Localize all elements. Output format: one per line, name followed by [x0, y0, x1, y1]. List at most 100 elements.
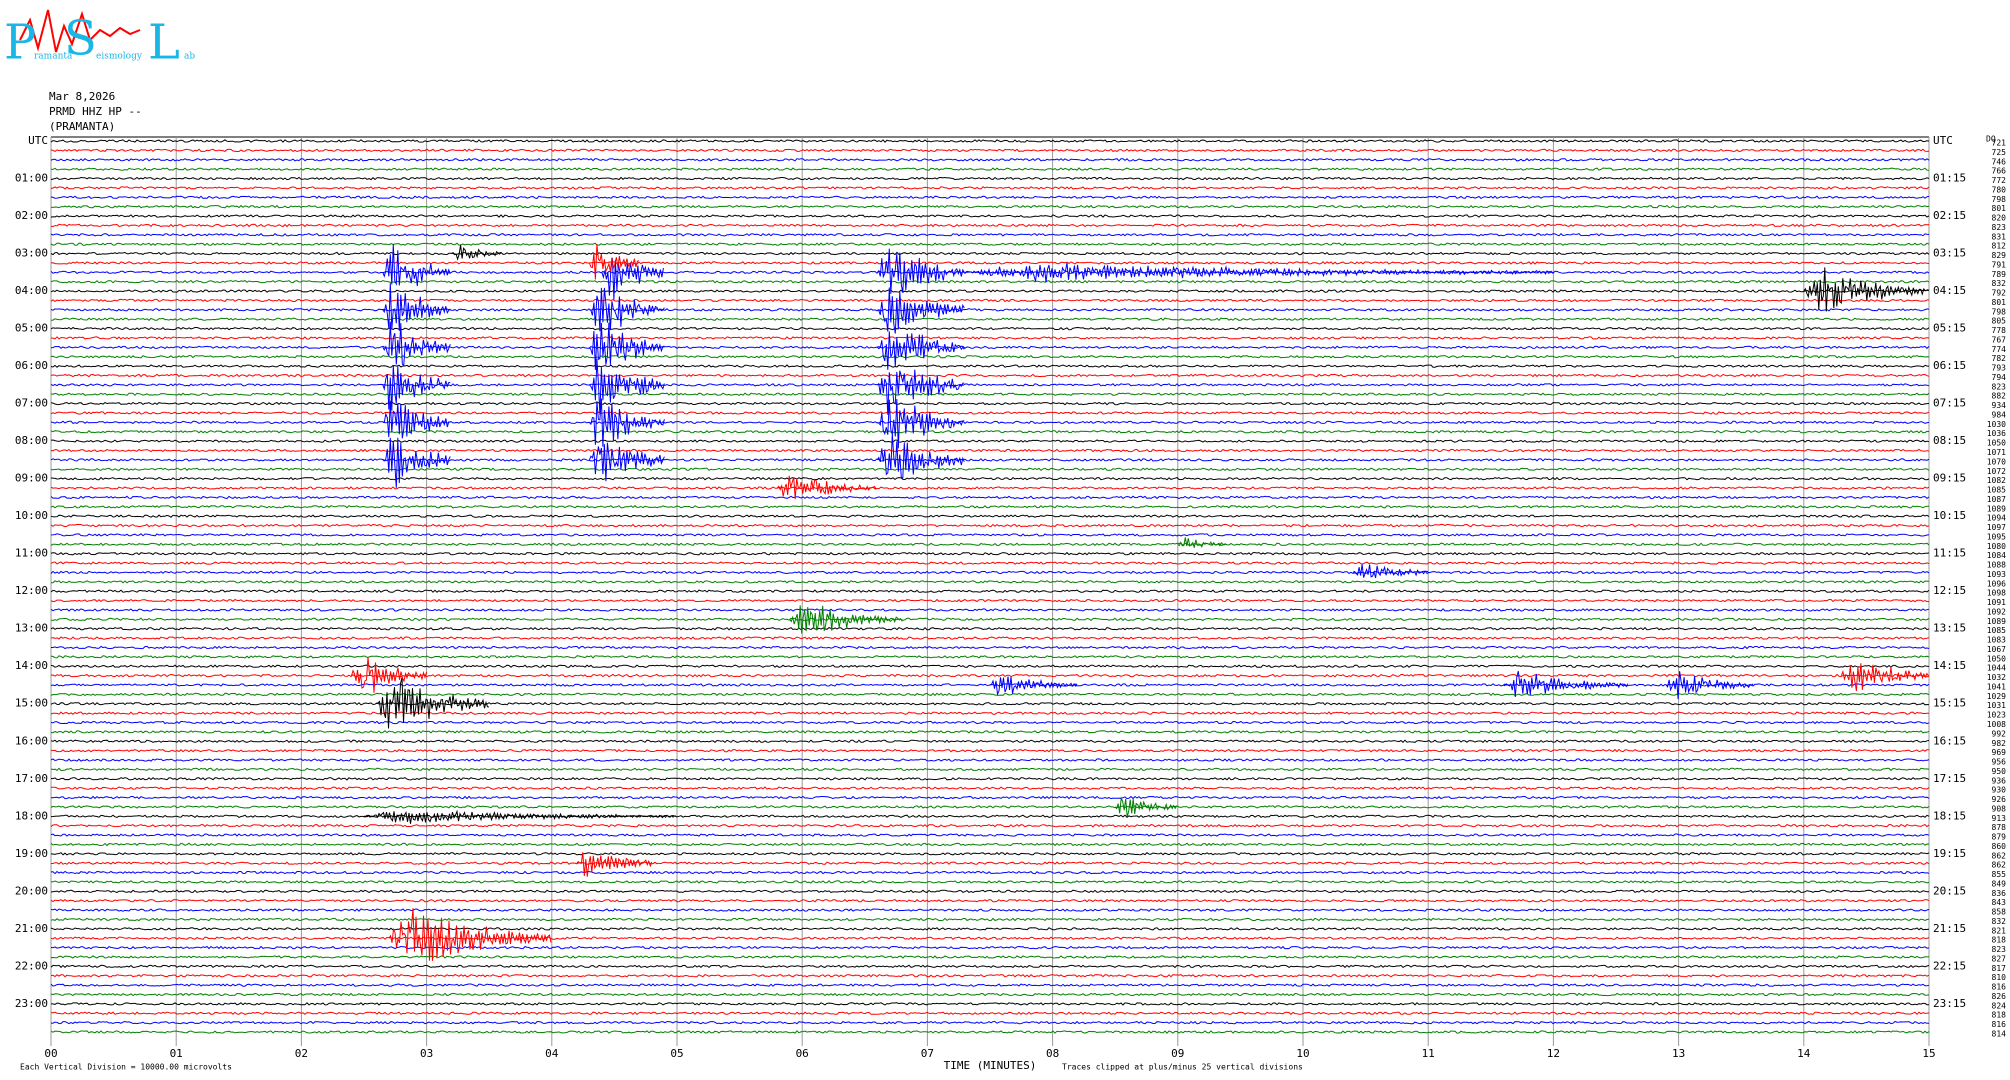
trace: [50, 795, 1930, 800]
row-value: 789: [1992, 270, 2007, 279]
row-value: 1094: [1987, 514, 2006, 523]
row-label: 22:15: [1933, 959, 1966, 972]
row-value: 1030: [1987, 420, 2006, 429]
trace: [50, 711, 1930, 715]
row-value: 956: [1992, 758, 2007, 767]
row-value: 1070: [1987, 457, 2006, 466]
x-tick-label: 13: [1672, 1047, 1685, 1060]
row-value: 791: [1992, 260, 2007, 269]
row-label: 03:15: [1933, 247, 1966, 260]
trace: [50, 298, 1930, 303]
trace: [50, 533, 1930, 537]
row-value: 1085: [1987, 626, 2006, 635]
x-tick-label: 03: [420, 1047, 433, 1060]
row-value: 798: [1992, 307, 2007, 316]
row-label: 14:15: [1933, 659, 1966, 672]
trace: [50, 927, 1930, 931]
trace: [50, 776, 1930, 781]
row-label: 15:00: [15, 697, 48, 710]
row-value: 774: [1992, 345, 2007, 354]
row-value: 1050: [1987, 439, 2006, 448]
row-value: 1089: [1987, 617, 2006, 626]
seismic-event: [363, 809, 676, 824]
trace: [50, 739, 1930, 744]
row-label: 04:15: [1933, 284, 1966, 297]
trace: [50, 814, 1930, 819]
trace: [50, 476, 1930, 481]
trace: [50, 186, 1930, 190]
row-value: 950: [1992, 767, 2007, 776]
trace: [50, 458, 1930, 462]
row-value: 862: [1992, 851, 2007, 860]
row-label: UTC: [1933, 134, 1953, 147]
seismic-event: [382, 321, 451, 367]
row-value: 1044: [1987, 664, 2006, 673]
trace: [50, 626, 1930, 631]
seismic-event: [382, 365, 451, 411]
row-value: 879: [1992, 833, 2007, 842]
trace: [50, 992, 1930, 997]
trace: [50, 852, 1930, 856]
row-label: 03:00: [15, 247, 48, 260]
logo-word: ab: [184, 52, 195, 62]
row-label: 13:15: [1933, 622, 1966, 635]
row-label: 05:15: [1933, 322, 1966, 335]
row-label: 22:00: [15, 959, 48, 972]
row-value: 829: [1992, 251, 2007, 260]
x-tick-label: 11: [1422, 1047, 1435, 1060]
row-value: 823: [1992, 382, 2007, 391]
trace: [50, 317, 1930, 322]
row-label: 21:15: [1933, 922, 1966, 935]
trace: [50, 176, 1930, 181]
row-value: 1008: [1987, 720, 2006, 729]
row-label: 14:00: [15, 659, 48, 672]
trace: [50, 326, 1930, 331]
trace: [50, 617, 1930, 622]
x-tick-label: 01: [170, 1047, 183, 1060]
trace: [50, 439, 1930, 443]
row-value: 818: [1992, 1011, 2007, 1020]
x-tick-label: 14: [1797, 1047, 1811, 1060]
row-value: 1071: [1987, 448, 2006, 457]
trace: [50, 1030, 1930, 1034]
row-value: 878: [1992, 823, 2007, 832]
row-value: 816: [1992, 983, 2007, 992]
trace: [50, 786, 1930, 790]
trace: [50, 608, 1930, 612]
trace: [50, 514, 1930, 518]
x-tick-label: 15: [1922, 1047, 1935, 1060]
row-value: 1080: [1987, 542, 2006, 551]
trace: [50, 289, 1930, 293]
row-label: 09:15: [1933, 472, 1966, 485]
row-label: 19:15: [1933, 847, 1966, 860]
row-value: 814: [1992, 1030, 2007, 1039]
trace: [50, 1020, 1930, 1025]
row-label: 07:00: [15, 397, 48, 410]
row-value: 810: [1992, 973, 2007, 982]
trace: [50, 673, 1930, 678]
row-value: 1087: [1987, 495, 2006, 504]
trace: [50, 261, 1930, 265]
trace: [50, 308, 1930, 312]
traces: [50, 139, 1930, 1034]
seismic-event: [964, 262, 1554, 283]
trace: [50, 495, 1930, 500]
row-value: 832: [1992, 279, 2007, 288]
row-value: 823: [1992, 223, 2007, 232]
trace: [50, 411, 1930, 415]
trace: [50, 570, 1930, 575]
trace: [50, 898, 1930, 903]
row-value: 858: [1992, 908, 2007, 917]
seismic-event: [1503, 670, 1629, 698]
row-value: 746: [1992, 157, 2007, 166]
row-value: 792: [1992, 289, 2007, 298]
seismic-event: [1665, 671, 1754, 700]
trace: [50, 242, 1930, 246]
row-value: 1032: [1987, 673, 2006, 682]
seismic-event: [1840, 663, 1929, 692]
trace: [51, 580, 1930, 584]
x-tick-label: 10: [1296, 1047, 1309, 1060]
trace: [50, 401, 1930, 406]
row-value: 1093: [1987, 570, 2006, 579]
